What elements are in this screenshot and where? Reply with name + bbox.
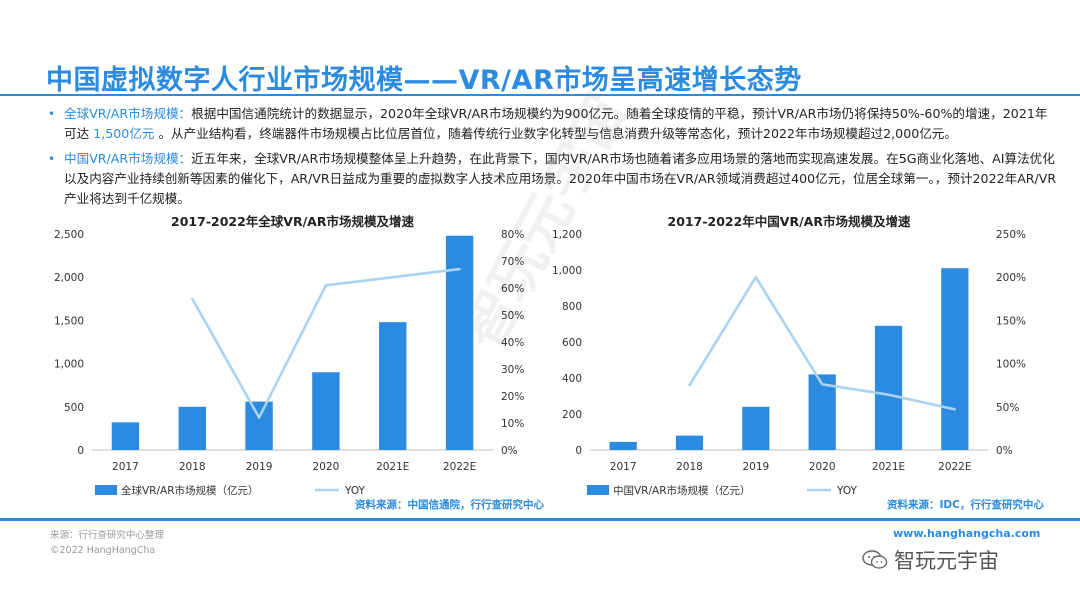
y-left-tick-label: 1,500 [54, 315, 84, 327]
brand-name: 智玩元宇宙 [894, 549, 999, 573]
y-right-tick-label: 50% [501, 310, 524, 322]
legend-bar-label: 中国VR/AR市场规模（亿元） [613, 484, 751, 497]
bullet-text: 根据中国信通院统计的数据显示，2020年全球VR/AR市场规模约为900亿元。随… [64, 106, 1048, 141]
bullet-dot-icon: • [48, 152, 56, 166]
y-right-tick-label: 250% [996, 229, 1026, 241]
bar-2019 [742, 406, 770, 450]
y-right-tick-label: 50% [996, 402, 1019, 414]
chart-title: 2017-2022年全球VR/AR市场规模及增速 [171, 214, 414, 229]
yoy-point [820, 383, 824, 386]
bullet-highlight: 1,500亿元 [93, 126, 155, 141]
y-left-tick-label: 400 [562, 373, 582, 385]
y-right-tick-label: 30% [501, 364, 524, 376]
x-tick-label: 2017 [112, 461, 139, 473]
y-right-tick-label: 100% [996, 359, 1026, 371]
footer-notes: 来源：行行查研究中心整理 ©2022 HangHangCha [50, 528, 164, 558]
bar-2018 [675, 435, 704, 450]
yoy-point [754, 276, 758, 279]
legend-bar-label: 全球VR/AR市场规模（亿元） [121, 484, 259, 497]
y-left-tick-label: 2,500 [54, 229, 84, 241]
bar-2017 [609, 441, 637, 450]
x-tick-label: 2020 [313, 461, 340, 473]
yoy-point [191, 297, 194, 300]
chart-source-global: 资料来源：中国信通院，行行查研究中心 [355, 499, 544, 511]
bar-2018 [178, 406, 206, 450]
y-left-tick-label: 1,000 [54, 359, 84, 371]
bullet-label: 全球VR/AR市场规模： [64, 106, 192, 121]
page-title: 中国虚拟数字人行业市场规模——VR/AR市场呈高速增长态势 [46, 65, 802, 96]
y-left-tick-label: 1,000 [552, 265, 582, 277]
bar-2020 [312, 372, 340, 450]
legend-line-label: YOY [836, 485, 858, 497]
legend-line-label: YOY [344, 485, 366, 497]
yoy-point [458, 267, 461, 271]
china-vr-ar-chart: 2017-2022年中国VR/AR市场规模及增速 0 200 400 600 800 1,0… [552, 214, 1026, 497]
x-tick-label: 2018 [179, 461, 206, 473]
x-tick-label: 2020 [809, 461, 836, 473]
bullet-china: • 中国VR/AR市场规模：近五年来，全球VR/AR市场规模整体呈上升趋势，在此… [44, 149, 1059, 209]
brand-logo: 智玩元宇宙 [862, 545, 999, 575]
yoy-point [887, 393, 890, 396]
yoy-point [257, 416, 261, 419]
y-left-tick-label: 600 [562, 337, 582, 349]
chart-source-china: 资料来源：IDC，行行查研究中心 [887, 499, 1044, 511]
legend-bar-swatch [95, 485, 117, 495]
yoy-point [953, 408, 957, 411]
bar-2021E [379, 322, 407, 450]
bar-2022E [445, 235, 474, 450]
bar-2022E [941, 268, 969, 450]
x-tick-label: 2017 [610, 461, 637, 473]
footer-website-link[interactable]: www.hanghangcha.com [893, 527, 1041, 540]
title-divider [0, 94, 1080, 96]
y-right-tick-label: 150% [996, 315, 1026, 327]
x-tick-label: 2022E [443, 461, 476, 473]
y-right-tick-label: 60% [501, 283, 524, 295]
bar-2019 [245, 401, 273, 450]
y-left-tick-label: 2,000 [54, 272, 84, 284]
bullet-label: 中国VR/AR市场规模： [64, 151, 192, 166]
bullet-text-continued: 。从产业结构看，终端器件市场规模占比位居首位，随着传统行业数字化转型与信息消费升… [154, 126, 957, 141]
y-left-tick-label: 800 [562, 301, 582, 313]
y-right-tick-label: 10% [501, 418, 524, 430]
summary-bullets: • 全球VR/AR市场规模：根据中国信通院统计的数据显示，2020年全球VR/A… [44, 104, 1059, 214]
x-tick-label: 2021E [872, 461, 905, 473]
y-right-tick-label: 0% [501, 445, 518, 457]
y-right-tick-label: 40% [501, 337, 524, 349]
y-left-tick-label: 0 [77, 445, 84, 457]
legend-bar-swatch [587, 485, 609, 495]
y-left-tick-label: 200 [562, 409, 582, 421]
global-vr-ar-chart: 2017-2022年全球VR/AR市场规模及增速 0 500 1,000 1,500 2,… [54, 214, 524, 497]
bullet-dot-icon: • [48, 107, 56, 121]
chart-title: 2017-2022年中国VR/AR市场规模及增速 [668, 214, 911, 229]
footer-divider [0, 518, 1080, 521]
x-tick-label: 2022E [938, 461, 971, 473]
y-right-tick-label: 70% [501, 256, 524, 268]
footer-copyright: ©2022 HangHangCha [50, 545, 156, 556]
wechat-icon [862, 550, 888, 570]
y-right-tick-label: 20% [501, 391, 524, 403]
y-right-tick-label: 80% [501, 229, 524, 241]
x-tick-label: 2019 [742, 461, 769, 473]
bar-2021E [874, 325, 903, 450]
y-left-tick-label: 1,200 [552, 229, 582, 241]
bullet-global: • 全球VR/AR市场规模：根据中国信通院统计的数据显示，2020年全球VR/A… [44, 104, 1059, 144]
yoy-point [391, 276, 394, 279]
y-right-tick-label: 0% [996, 445, 1013, 457]
y-left-tick-label: 0 [575, 445, 582, 457]
x-tick-label: 2021E [376, 461, 409, 473]
bar-2017 [111, 422, 140, 450]
bullet-text: 近五年来，全球VR/AR市场规模整体呈上升趋势，在此背景下，国内VR/AR市场也… [64, 151, 1057, 206]
yoy-point [688, 384, 691, 387]
y-left-tick-label: 500 [64, 402, 84, 414]
x-tick-label: 2019 [246, 461, 273, 473]
y-right-tick-label: 200% [996, 272, 1026, 284]
x-tick-label: 2018 [676, 461, 703, 473]
footer-source-note: 来源：行行查研究中心整理 [50, 530, 165, 541]
yoy-point [324, 284, 328, 287]
